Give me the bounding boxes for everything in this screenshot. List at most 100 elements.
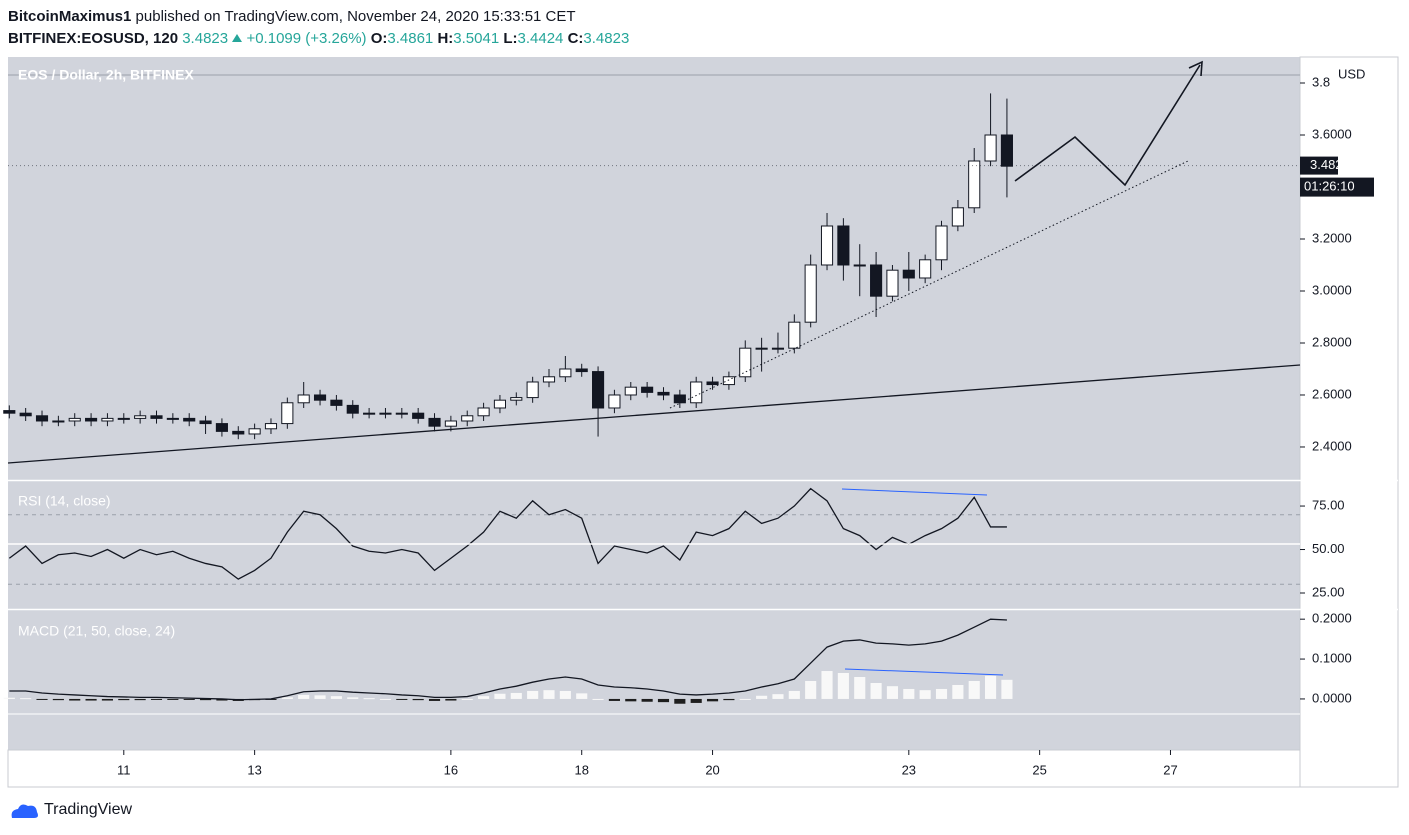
x-tick-label: 23 (902, 762, 916, 777)
histogram-bar (592, 698, 604, 700)
histogram-bar (527, 690, 539, 699)
ohlc-label: L: (503, 30, 518, 47)
candle-body (3, 410, 16, 414)
candle-body (951, 207, 964, 227)
candle-body (330, 399, 343, 406)
y-tick-label: 50.00 (1312, 541, 1345, 556)
candle-body (232, 430, 245, 435)
histogram-bar (739, 698, 751, 700)
candle-body (183, 417, 196, 422)
y-tick-label: 0.1000 (1312, 650, 1352, 665)
x-tick-label: 18 (574, 762, 588, 777)
histogram-bar (1001, 679, 1013, 699)
candle-body (853, 264, 866, 267)
histogram-bar (870, 682, 882, 699)
y-tick-label: 3.6000 (1312, 126, 1352, 141)
histogram-bar (200, 698, 212, 701)
candle-body (788, 321, 801, 349)
x-tick-label: 11 (117, 762, 131, 777)
histogram-bar (903, 688, 915, 699)
candle-body (575, 368, 588, 373)
histogram-bar (788, 690, 800, 699)
ohlc-value: 3.4823 (583, 30, 630, 47)
candle-body (935, 225, 948, 261)
ohlc-value: 3.4861 (387, 30, 434, 47)
histogram-bar (216, 698, 228, 701)
countdown-box (1300, 177, 1374, 197)
histogram-bar (886, 686, 899, 699)
histogram-bar (968, 680, 980, 699)
footer: TradingView (10, 800, 132, 820)
candle-body (526, 381, 539, 399)
candle-body (771, 347, 785, 350)
y-tick-label: 2.8000 (1312, 334, 1352, 349)
histogram-bar (330, 696, 342, 699)
histogram-bar (805, 680, 817, 699)
histogram-bar (919, 690, 931, 699)
candle-body (379, 412, 392, 415)
candle-body (477, 407, 490, 417)
histogram-bar (461, 698, 473, 700)
last-price-label: 3.4823 (1310, 157, 1350, 172)
candle-body (68, 417, 81, 422)
ohlc-value: 3.4424 (517, 30, 564, 47)
candle-body (150, 415, 163, 419)
histogram-bar (494, 693, 506, 699)
histogram-bar (510, 692, 522, 699)
y-tick-label: 2.4000 (1312, 438, 1352, 453)
brand: TradingView (44, 801, 133, 818)
published: published on TradingView.com, November 2… (135, 8, 576, 25)
candle-body (722, 376, 735, 386)
histogram-bar (183, 698, 195, 700)
candle-body (542, 376, 556, 383)
candle-body (984, 134, 997, 162)
histogram-bar (478, 696, 490, 699)
histogram-bar (52, 698, 64, 701)
x-tick-label: 27 (1163, 762, 1177, 777)
candle-body (248, 428, 261, 435)
histogram-bar (428, 698, 441, 701)
projection-arrowhead (1188, 60, 1203, 77)
candle-body (35, 415, 49, 422)
candle-body (902, 269, 915, 279)
candle-body (117, 417, 130, 420)
last-price-box (1300, 156, 1338, 175)
symbol: BITFINEX:EOSUSD, 120 (8, 30, 179, 47)
macd-line (9, 618, 1007, 701)
histogram-bar (281, 697, 293, 699)
candle-body (412, 412, 425, 419)
histogram-bar (298, 694, 310, 699)
y-tick-label: 0.0000 (1312, 690, 1352, 705)
candle-body (101, 417, 114, 422)
candle-body (166, 417, 179, 420)
candle-body (641, 386, 654, 393)
ohlc-label: O: (370, 30, 388, 47)
candle-body (1000, 134, 1013, 167)
candle-body (215, 423, 228, 432)
ohlc: O:3.4861 H:3.5041 L:3.4424 C:3.4823 (371, 30, 630, 47)
histogram-bar (445, 698, 457, 701)
candle-body (870, 264, 883, 297)
time-axis (7, 749, 1301, 788)
candle-body (281, 402, 294, 425)
histogram-bar (314, 695, 326, 699)
candle-body (85, 417, 98, 422)
header: BitcoinMaximus1 published on TradingView… (8, 6, 629, 50)
x-tick-label: 20 (705, 762, 719, 777)
histogram-bar (167, 698, 179, 700)
pane-title: EOS / Dollar, 2h, BITFINEX (18, 67, 194, 83)
histogram-bar (935, 688, 948, 699)
histogram-bar (625, 698, 637, 702)
candle-body (52, 420, 65, 423)
pane-background (8, 57, 1300, 750)
histogram-bar (69, 698, 81, 701)
candle-body (510, 397, 523, 401)
histogram-bar (641, 698, 653, 702)
rsi-line (8, 487, 1007, 580)
divergence-line (844, 668, 1004, 676)
candle-body (919, 259, 932, 279)
candle-body (673, 394, 686, 404)
countdown-label: 01:26:10 (1304, 179, 1355, 194)
